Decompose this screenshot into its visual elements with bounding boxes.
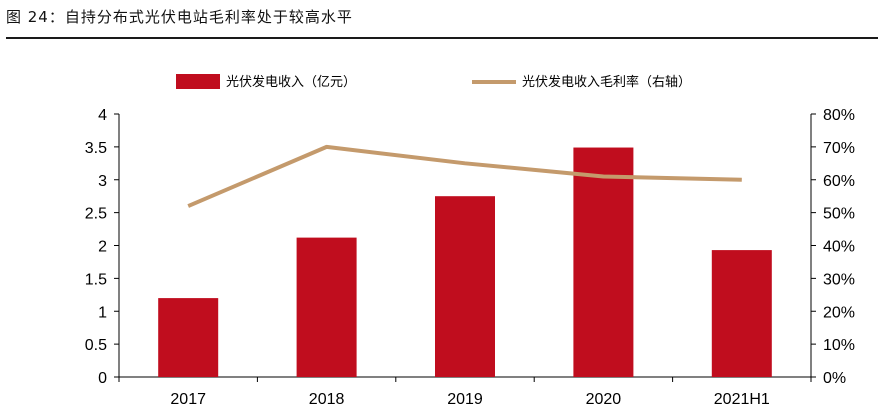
revenue-bar [435,196,495,377]
legend-bar-label: 光伏发电收入（亿元） [226,74,356,90]
right-axis-tick-label: 20% [823,304,855,321]
right-axis-tick-label: 80% [823,107,855,124]
left-axis-tick-label: 1 [98,304,107,321]
revenue-bar [158,298,219,377]
left-axis-tick-label: 2.5 [85,206,107,223]
revenue-bar [711,250,772,377]
bars [158,147,772,377]
x-axis-tick-label: 2020 [586,391,622,408]
x-axis-tick-label: 2018 [309,391,345,408]
right-axis-tick-label: 60% [823,173,855,190]
x-axis-tick-label: 2017 [170,391,206,408]
x-axis-tick-label: 2019 [447,391,483,408]
left-axis-tick-label: 3 [98,173,107,190]
revenue-bar [296,237,357,377]
legend-bar-swatch [176,74,220,89]
legend-line-label: 光伏发电收入毛利率（右轴） [522,74,691,90]
right-axis-tick-label: 70% [823,140,855,157]
revenue-bar [573,147,634,377]
left-axis-tick-label: 2 [98,239,107,256]
legend: 光伏发电收入（亿元） 光伏发电收入毛利率（右轴） [176,74,691,90]
margin-line-series [187,144,742,208]
tick-labels: 00.511.522.533.540%10%20%30%40%50%60%70%… [85,107,855,408]
x-axis-tick-label: 2021H1 [714,391,770,408]
right-axis-tick-label: 30% [823,271,855,288]
left-axis-tick-label: 0.5 [85,337,107,354]
figure-title: 图 24：自持分布式光伏电站毛利率处于较高水平 [6,8,353,26]
right-axis-tick-label: 50% [823,206,855,223]
left-axis-tick-label: 4 [98,107,107,124]
right-axis-tick-label: 10% [823,337,855,354]
left-axis-tick-label: 3.5 [85,140,107,157]
right-axis-tick-label: 40% [823,239,855,256]
title-rule [6,37,878,39]
right-axis-tick-label: 0% [823,370,846,387]
left-axis-tick-label: 0 [98,370,107,387]
left-axis-tick-label: 1.5 [85,271,107,288]
